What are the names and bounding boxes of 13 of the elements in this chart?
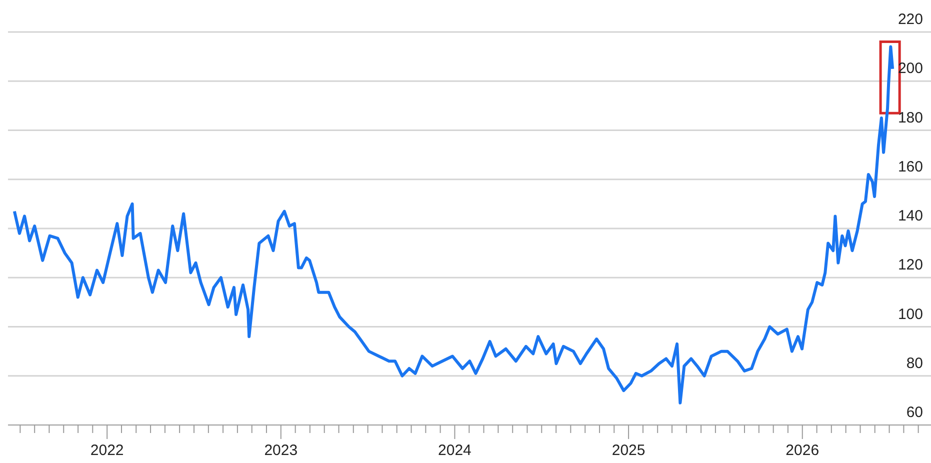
- y-tick-label: 160: [898, 158, 923, 176]
- x-tick-label: 2023: [264, 442, 298, 459]
- x-tick-label: 2024: [438, 442, 472, 459]
- y-tick-label: 100: [898, 306, 923, 323]
- y-tick-label: 80: [906, 354, 923, 372]
- y-tick-label: 220: [898, 11, 923, 28]
- y-tick-label: 120: [898, 256, 923, 274]
- y-tick-label: 140: [898, 208, 923, 224]
- x-tick-label: 2022: [90, 442, 124, 459]
- y-tick-label: 60: [906, 404, 923, 421]
- x-tick-label: 2025: [612, 442, 646, 459]
- y-tick-label: 180: [898, 109, 923, 126]
- x-tick-label: 2026: [786, 442, 820, 459]
